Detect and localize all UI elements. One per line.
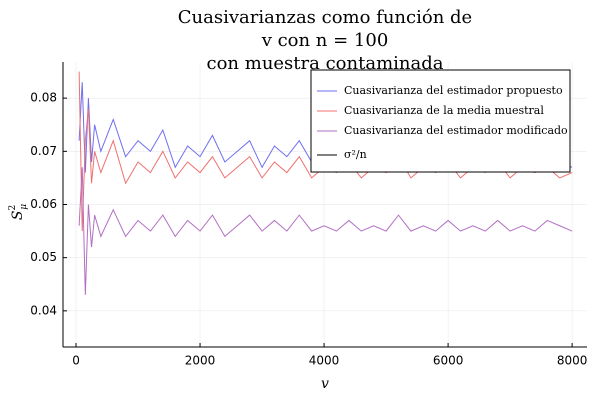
chart-title: v con n = 100: [261, 30, 389, 51]
y-label-base: S: [10, 211, 26, 221]
y-label-sup: 2: [8, 205, 18, 211]
y-tick-label: 0.04: [30, 303, 57, 317]
y-tick-label: 0.06: [30, 197, 57, 211]
y-tick-label: 0.07: [30, 144, 57, 158]
y-tick-label: 0.05: [30, 250, 57, 264]
x-tick-label: 6000: [433, 354, 464, 368]
x-tick-label: 8000: [557, 354, 588, 368]
y-axis-label: S2μ: [8, 204, 29, 220]
y-tick-label: 0.08: [30, 91, 57, 105]
legend-label: Cuasivarianza del estimador propuesto: [344, 84, 563, 97]
legend-label: Cuasivarianza de la media muestral: [344, 104, 544, 117]
legend-box: [310, 69, 571, 173]
x-tick-label: 4000: [309, 354, 340, 368]
legend-label: σ²/n: [344, 148, 367, 161]
chart-title: con muestra contaminada: [207, 53, 444, 74]
series-line: [78, 167, 573, 295]
y-label-sub: μ: [19, 204, 29, 210]
x-tick-label: 0: [72, 354, 80, 368]
legend-label: Cuasivarianza del estimador modificado: [344, 124, 568, 137]
chart-title: Cuasivarianzas como función de: [178, 7, 472, 28]
x-tick-label: 2000: [185, 354, 216, 368]
x-axis-label: v: [321, 376, 329, 392]
